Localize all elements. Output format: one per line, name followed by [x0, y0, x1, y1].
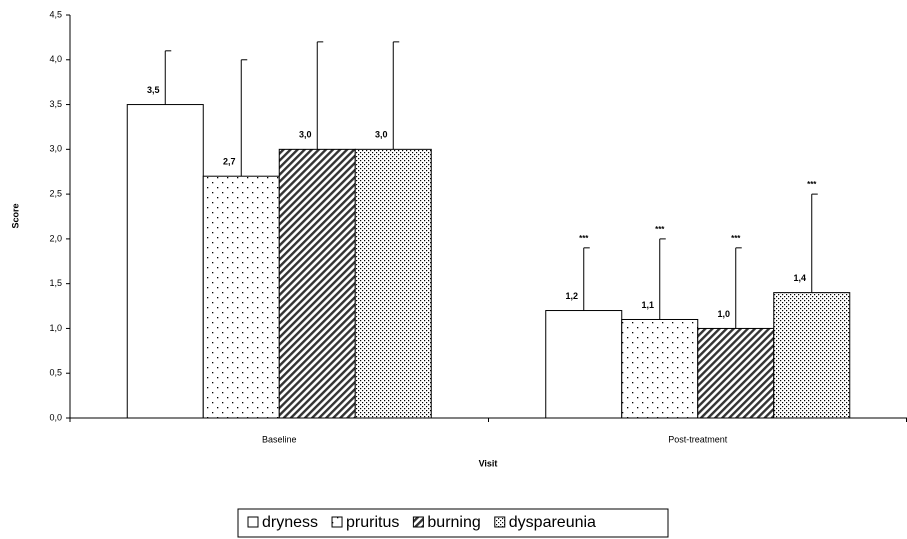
- legend-swatch: [247, 516, 259, 528]
- y-tick-label: 1,5: [49, 278, 62, 288]
- x-tick-label: Post-treatment: [668, 434, 728, 444]
- y-tick-label: 4,5: [49, 9, 62, 19]
- legend-label: dyspareunia: [509, 514, 596, 531]
- y-tick-label: 4,0: [49, 54, 62, 64]
- legend-label: dryness: [262, 514, 318, 531]
- value-label: 1,4: [793, 273, 806, 283]
- y-tick-label: 1,0: [49, 323, 62, 333]
- value-label: 3,0: [299, 130, 312, 140]
- legend-label: burning: [427, 514, 480, 531]
- bar: [773, 292, 851, 419]
- legend-label: pruritus: [346, 514, 399, 531]
- annotation: ***: [579, 234, 589, 243]
- legend-swatch: [494, 516, 506, 528]
- legend-box: [237, 508, 669, 538]
- bar: [354, 148, 432, 419]
- y-tick-label: 3,0: [49, 144, 62, 154]
- value-label: 3,5: [147, 85, 160, 95]
- y-axis-label: Score: [10, 203, 20, 228]
- y-tick-label: 3,5: [49, 99, 62, 109]
- y-tick-label: 2,0: [49, 233, 62, 243]
- bar: [621, 318, 699, 419]
- x-tick-label: Baseline: [262, 434, 297, 444]
- bar: [697, 327, 775, 419]
- bar: [278, 148, 356, 419]
- y-tick-label: 0,0: [49, 412, 62, 422]
- value-label: 1,0: [717, 309, 730, 319]
- value-label: 3,0: [375, 130, 388, 140]
- y-tick-label: 2,5: [49, 188, 62, 198]
- annotation: ***: [807, 180, 817, 189]
- value-label: 2,7: [223, 157, 236, 167]
- value-label: 1,2: [565, 291, 578, 301]
- bar: [202, 175, 280, 419]
- x-axis-label: Visit: [479, 458, 498, 468]
- bar: [126, 104, 204, 419]
- y-tick-label: 0,5: [49, 368, 62, 378]
- annotation: ***: [731, 234, 741, 243]
- value-label: 1,1: [641, 300, 654, 310]
- annotation: ***: [655, 225, 665, 234]
- bar: [545, 310, 623, 419]
- legend-swatch: [412, 516, 424, 528]
- legend-swatch: [331, 516, 343, 528]
